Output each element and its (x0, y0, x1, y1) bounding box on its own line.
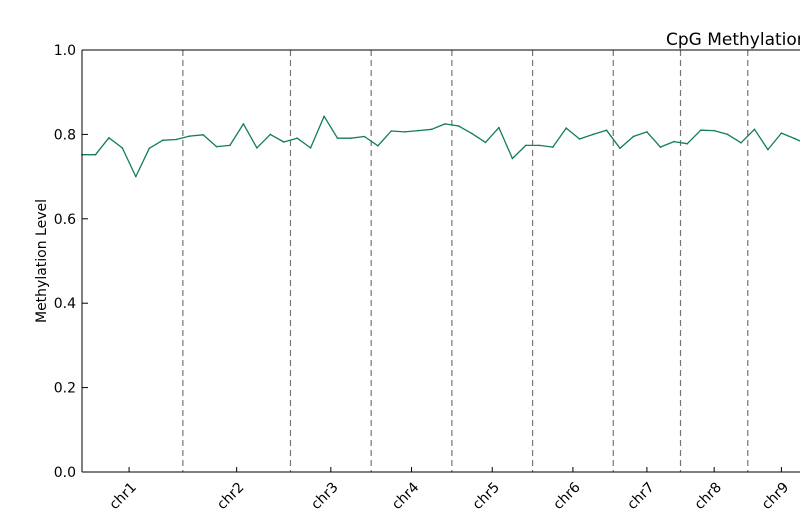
data-point (699, 129, 702, 131)
data-point (646, 131, 648, 133)
data-point (94, 153, 97, 156)
data-point (578, 138, 581, 140)
x-tick-label: chr6 (550, 479, 583, 512)
data-point (215, 145, 218, 148)
series-line-group (81, 115, 800, 178)
data-point (202, 134, 204, 136)
data-point (444, 123, 446, 125)
data-point (309, 147, 312, 149)
data-point (457, 125, 460, 127)
y-ticks: 0.0 0.2 0.4 0.6 0.8 1.0 (54, 43, 88, 481)
data-point (740, 142, 742, 144)
y-tick-label: 0.0 (54, 465, 76, 481)
y-tick-label: 1.0 (54, 43, 76, 59)
data-point (498, 126, 500, 129)
data-point (417, 129, 420, 132)
y-tick-label: 0.6 (54, 212, 76, 228)
data-point (753, 128, 756, 131)
data-point (565, 127, 567, 129)
data-point (430, 128, 433, 131)
data-point (632, 135, 635, 138)
data-point (794, 137, 796, 140)
data-point (390, 130, 393, 132)
y-axis-label: Methylation Level (34, 199, 50, 323)
data-point (377, 145, 379, 147)
y-tick-label: 0.4 (54, 296, 76, 312)
y-tick-label: 0.2 (54, 381, 76, 397)
data-point (780, 132, 783, 134)
data-point (336, 137, 339, 139)
data-point (135, 175, 137, 178)
data-point (605, 129, 608, 131)
x-tick-label: chr9 (759, 480, 792, 513)
data-point (619, 147, 621, 150)
data-point (323, 115, 325, 118)
data-point (713, 129, 715, 132)
x-tick-label: chr3 (308, 480, 341, 513)
data-point (592, 133, 594, 136)
chart-title: CpG Methylation (666, 30, 800, 50)
data-point (686, 142, 689, 145)
x-ticks: chr1 chr2 chr3 chr4 chr5 chr6 chr7 chr8 chr9 (107, 467, 792, 513)
data-point (471, 132, 473, 135)
y-tick-label: 0.8 (54, 127, 76, 143)
data-point (256, 147, 258, 149)
data-point (726, 133, 729, 136)
axes (81, 49, 800, 473)
data-point (242, 123, 245, 125)
data-point (673, 140, 675, 143)
data-point (121, 147, 124, 149)
data-point (511, 157, 514, 160)
data-point (767, 148, 769, 151)
data-point (161, 139, 164, 142)
data-point (148, 147, 151, 150)
data-point (659, 146, 662, 148)
x-tick-label: chr5 (470, 480, 503, 513)
data-point (525, 144, 527, 147)
data-point (229, 144, 231, 147)
data-point (484, 141, 487, 144)
series-line (82, 115, 800, 178)
data-point (108, 137, 110, 139)
data-point (188, 135, 191, 137)
data-point (296, 137, 299, 139)
data-point (538, 144, 541, 147)
data-point (269, 133, 272, 136)
x-tick-label: chr1 (107, 480, 140, 513)
x-tick-label: chr8 (692, 480, 725, 513)
chromosome-separators (182, 50, 749, 472)
data-point (175, 138, 177, 141)
data-point (350, 137, 352, 139)
data-point (404, 131, 406, 133)
x-tick-label: chr7 (624, 480, 657, 513)
data-point (283, 141, 285, 143)
x-tick-label: chr4 (389, 479, 422, 512)
x-tick-label: chr2 (214, 480, 247, 513)
data-point (552, 146, 554, 148)
data-point (363, 135, 366, 138)
